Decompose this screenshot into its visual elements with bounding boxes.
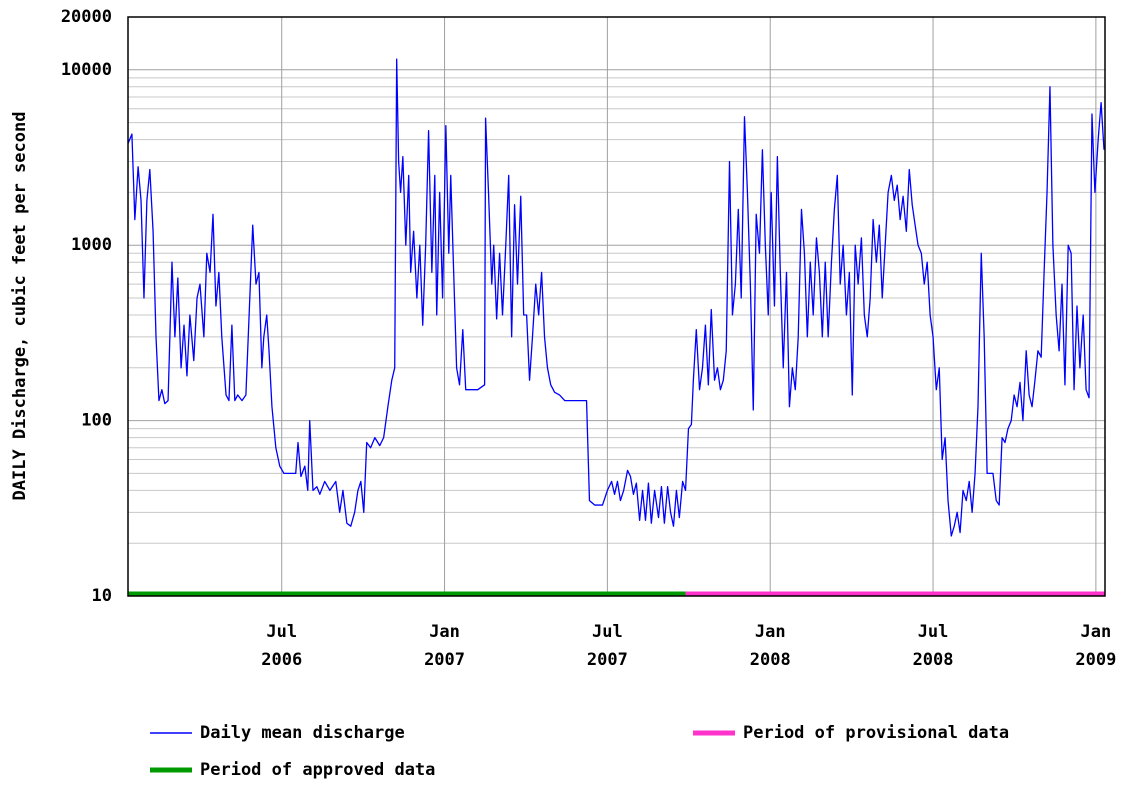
- x-tick-label: Jul: [266, 622, 297, 642]
- legend-label: Daily mean discharge: [200, 723, 405, 743]
- x-tick-label: 2007: [424, 650, 465, 670]
- plot-frame: [127, 16, 1106, 597]
- x-tick-label: Jan: [1081, 622, 1112, 642]
- legend-label: Period of approved data: [200, 760, 435, 780]
- series-line: [127, 58, 1105, 537]
- grid: [128, 16, 1105, 597]
- y-axis-title: DAILY Discharge, cubic feet per second: [10, 112, 30, 501]
- x-tick-label: Jul: [918, 622, 949, 642]
- plot: [127, 58, 1105, 597]
- y-tick-label: 20000: [61, 7, 112, 27]
- x-tick-label: 2006: [261, 650, 302, 670]
- x-tick-label: 2008: [913, 650, 954, 670]
- y-tick-label: 100: [81, 411, 112, 431]
- legend-label: Period of provisional data: [743, 723, 1009, 743]
- x-tick-label: 2009: [1075, 650, 1116, 670]
- x-tick-label: 2007: [587, 650, 628, 670]
- x-tick-label: Jan: [755, 622, 786, 642]
- x-tick-label: 2008: [750, 650, 791, 670]
- y-tick-label: 1000: [71, 235, 112, 255]
- y-tick-label: 10: [92, 586, 112, 606]
- y-tick-label: 10000: [61, 60, 112, 80]
- x-tick-label: Jul: [592, 622, 623, 642]
- x-tick-label: Jan: [429, 622, 460, 642]
